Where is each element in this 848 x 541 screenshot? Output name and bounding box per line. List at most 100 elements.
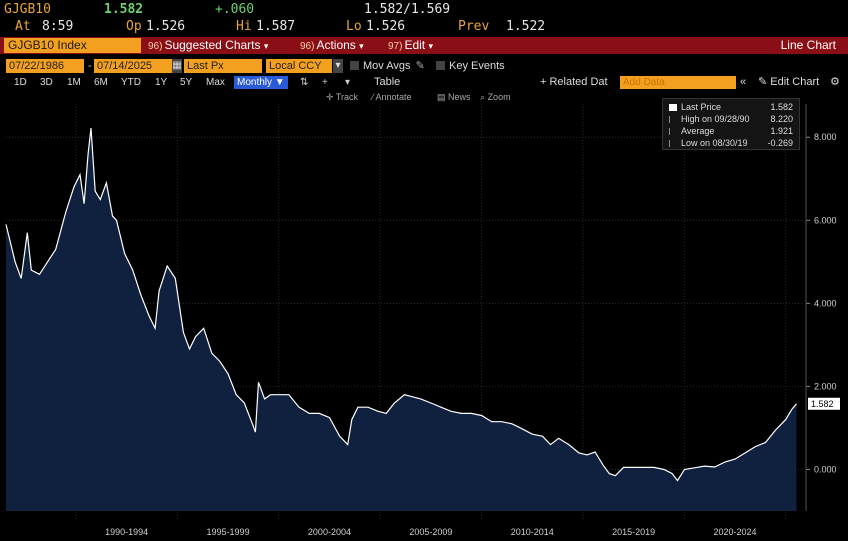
legend-high-label: High on 09/28/90: [681, 114, 750, 124]
period-max[interactable]: Max: [206, 77, 225, 88]
mov-avgs-toggle[interactable]: Mov Avgs ✎: [350, 60, 425, 73]
key-events-label: Key Events: [449, 60, 505, 72]
x-tick-label: 2000-2004: [308, 527, 351, 537]
magnifier-icon: ⌕: [480, 92, 486, 102]
checkbox-icon: [436, 61, 445, 70]
chevron-down-icon: ▾: [263, 41, 269, 51]
quote-header: GJGB10 1.582 +.060 1.582/1.569 At 8:59 O…: [0, 0, 848, 36]
frequency-select[interactable]: Monthly ▼: [234, 76, 288, 89]
yield-chart[interactable]: 0.000 2.000 4.000 6.000 8.000 1990-1994 1995-…: [0, 104, 848, 541]
add-data-input[interactable]: Add Data: [620, 76, 736, 89]
mov-avgs-label: Mov Avgs: [363, 60, 411, 72]
currency-select[interactable]: Local CCY: [266, 59, 332, 73]
related-data-button[interactable]: + Related Dat: [540, 76, 608, 88]
pencil-icon: ✎: [758, 76, 768, 88]
y-tick-label: 8.000: [814, 132, 837, 142]
pencil-icon[interactable]: ✎: [415, 60, 425, 72]
open-value: 1.526: [146, 19, 186, 34]
edit-menu[interactable]: 97) Edit ▾: [388, 38, 433, 54]
y-tick-label: 4.000: [814, 298, 837, 308]
chart-tools: ✛ Track ⁄ Annotate ▤ News ⌕ Zoom: [320, 92, 540, 104]
high-value: 1.587: [256, 19, 296, 34]
chart-toolbar: GJGB10 Index 96) Suggested Charts ▾ 96) Ac…: [0, 37, 848, 54]
legend-high: High on 09/28/90 8.220: [669, 114, 797, 125]
legend-average: Average 1.921: [669, 126, 797, 137]
legend-swatch: [669, 104, 677, 111]
at-label: At: [15, 19, 31, 34]
period-5y[interactable]: 5Y: [180, 77, 193, 88]
zoom-label: Zoom: [487, 92, 511, 102]
chart-style-icon[interactable]: ⇅: [300, 77, 309, 88]
collapse-icon[interactable]: «: [740, 76, 747, 88]
legend-average-value: 1.921: [770, 126, 793, 136]
key-events-toggle[interactable]: Key Events: [436, 60, 505, 73]
chevron-down-icon: ▼: [274, 77, 285, 88]
legend-low: Low on 08/30/19 -0.269: [669, 138, 797, 149]
calendar-icon[interactable]: ▦: [172, 59, 182, 73]
high-label: Hi: [236, 19, 252, 34]
y-tick-label: 2.000: [814, 381, 837, 391]
edit-label: Edit: [404, 38, 426, 52]
start-date-input[interactable]: 07/22/1986: [6, 59, 84, 73]
legend-low-value: -0.269: [767, 138, 793, 148]
period-1m[interactable]: 1M: [67, 77, 81, 88]
legend-high-value: 8.220: [770, 114, 793, 124]
chevron-down-icon: ▾: [428, 41, 434, 51]
ticker-symbol[interactable]: GJGB10: [4, 2, 51, 17]
annotate-label: Annotate: [375, 92, 412, 102]
field-select[interactable]: Last Px: [184, 59, 262, 73]
y-axis: 0.000 2.000 4.000 6.000 8.000: [805, 104, 837, 511]
suggested-charts-num: 96): [148, 41, 163, 52]
x-tick-label: 1995-1999: [207, 527, 250, 537]
prev-label: Prev: [458, 19, 490, 34]
chevron-down-icon: ▾: [359, 41, 364, 51]
period-1d[interactable]: 1D: [14, 77, 27, 88]
suggested-charts-label: Suggested Charts: [164, 38, 261, 52]
x-tick-label: 2010-2014: [511, 527, 554, 537]
period-row: 1D 3D 1M 6M YTD 1Y 5Y Max Monthly ▼ ⇅ + …: [0, 75, 848, 90]
end-date-input[interactable]: 07/14/2025: [94, 59, 172, 73]
checkbox-icon: [350, 61, 359, 70]
period-3d[interactable]: 3D: [40, 77, 53, 88]
add-series-icon[interactable]: +: [322, 77, 328, 88]
zoom-tool[interactable]: ⌕ Zoom: [480, 92, 511, 103]
crosshair-icon: ✛: [326, 92, 334, 102]
y-tick-label: 6.000: [814, 215, 837, 225]
legend-tick: [669, 116, 677, 123]
actions-menu[interactable]: 96) Actions ▾: [300, 38, 364, 54]
chart-legend[interactable]: Last Price 1.582 High on 09/28/90 8.220 …: [662, 98, 800, 150]
last-price-tag-bg: [808, 397, 840, 410]
actions-label: Actions: [316, 38, 356, 52]
security-field[interactable]: GJGB10 Index: [4, 38, 141, 53]
period-6m[interactable]: 6M: [94, 77, 108, 88]
edit-chart-button[interactable]: ✎ Edit Chart: [758, 76, 819, 89]
x-tick-label: 2015-2019: [612, 527, 655, 537]
news-label: News: [448, 92, 471, 102]
open-label: Op: [126, 19, 142, 34]
period-ytd[interactable]: YTD: [121, 77, 141, 88]
chart-area[interactable]: 0.000 2.000 4.000 6.000 8.000 1990-1994 1995-…: [0, 104, 848, 541]
legend-last-price-label: Last Price: [681, 102, 722, 112]
frequency-label: Monthly: [237, 77, 273, 88]
annotate-tool[interactable]: ⁄ Annotate: [372, 92, 412, 102]
last-price-tag-text: 1.582: [811, 399, 834, 409]
yield-area: [6, 128, 797, 511]
x-axis: 1990-1994 1995-1999 2000-2004 2005-2009 2010…: [105, 527, 756, 537]
low-value: 1.526: [366, 19, 406, 34]
track-tool[interactable]: ✛ Track: [326, 92, 358, 103]
period-1y[interactable]: 1Y: [155, 77, 168, 88]
actions-num: 96): [300, 41, 315, 52]
gear-icon[interactable]: ⚙: [830, 76, 840, 88]
suggested-charts-menu[interactable]: 96) Suggested Charts ▾: [148, 38, 268, 54]
date-separator: -: [88, 60, 92, 72]
edit-num: 97): [388, 41, 403, 52]
chart-type-title: Line Chart: [780, 38, 836, 52]
table-button[interactable]: Table: [374, 76, 401, 88]
legend-tick: [669, 140, 677, 147]
settings-row: 07/22/1986 - 07/14/2025 ▦ Last Px Local …: [0, 58, 848, 74]
chevron-down-icon[interactable]: ▾: [333, 59, 343, 73]
legend-tick: [669, 128, 677, 135]
chevron-down-icon[interactable]: ▾: [345, 77, 351, 88]
at-time: 8:59: [42, 19, 74, 34]
news-tool[interactable]: ▤ News: [437, 92, 471, 103]
